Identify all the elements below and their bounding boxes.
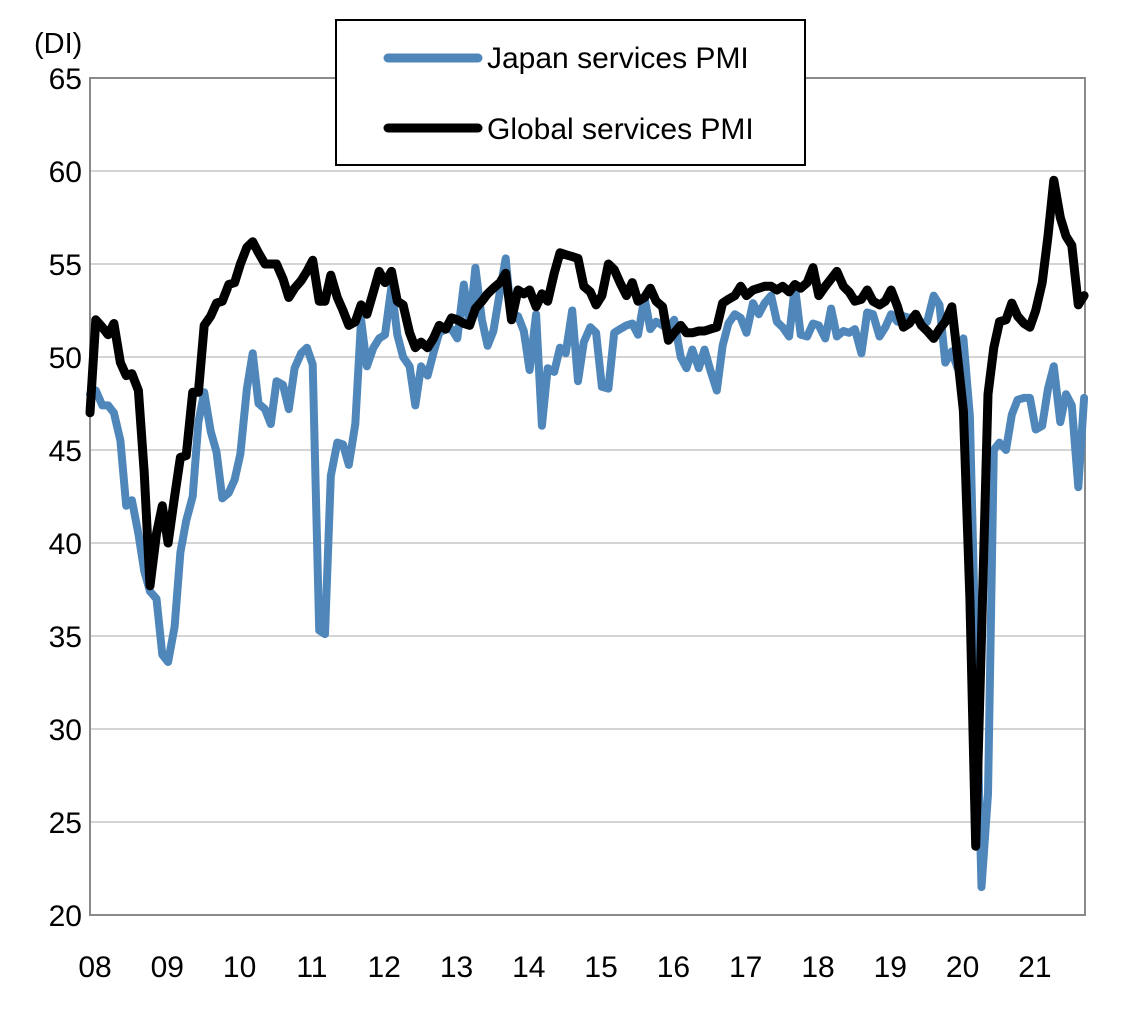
x-tick-label: 11 — [296, 951, 327, 984]
y-tick-label: 45 — [49, 435, 82, 468]
y-tick-label: 60 — [49, 156, 82, 189]
x-tick-label: 09 — [151, 951, 184, 984]
x-tick-label: 16 — [657, 951, 690, 984]
plot-area-frame — [89, 77, 1086, 916]
y-axis-unit-label: (DI) — [34, 28, 82, 60]
series-line-global-services-pmi — [85, 175, 1089, 851]
x-tick-label: 21 — [1018, 951, 1051, 984]
x-tick-label: 18 — [801, 951, 834, 984]
y-tick-label: 65 — [49, 63, 82, 96]
x-axis-tick-labels: 08 09 10 11 12 13 14 15 16 17 18 19 20 21 — [78, 951, 1051, 984]
x-tick-label: 14 — [512, 951, 545, 984]
x-tick-label: 10 — [223, 951, 256, 984]
y-tick-label: 50 — [49, 342, 82, 375]
x-tick-label: 13 — [440, 951, 473, 984]
x-tick-label: 15 — [584, 951, 617, 984]
x-tick-label: 17 — [729, 951, 762, 984]
y-tick-label: 40 — [49, 528, 82, 561]
y-tick-label: 20 — [49, 900, 82, 933]
legend: Japan services PMI Global services PMI — [335, 19, 806, 166]
x-tick-label: 12 — [368, 951, 401, 984]
y-tick-label: 30 — [49, 714, 82, 747]
x-tick-label: 19 — [874, 951, 907, 984]
x-tick-label: 20 — [946, 951, 979, 984]
legend-label-japan: Japan services PMI — [487, 42, 749, 75]
y-tick-label: 35 — [49, 621, 82, 654]
y-tick-label: 55 — [49, 249, 82, 282]
x-tick-label: 08 — [78, 951, 111, 984]
legend-label-global: Global services PMI — [487, 113, 754, 146]
y-axis-tick-labels: 20 25 30 35 40 45 50 55 60 65 — [49, 63, 82, 933]
series-lines — [85, 175, 1089, 892]
legend-box — [335, 19, 806, 166]
y-tick-label: 25 — [49, 807, 82, 840]
series-line-japan-services-pmi — [86, 254, 1089, 892]
